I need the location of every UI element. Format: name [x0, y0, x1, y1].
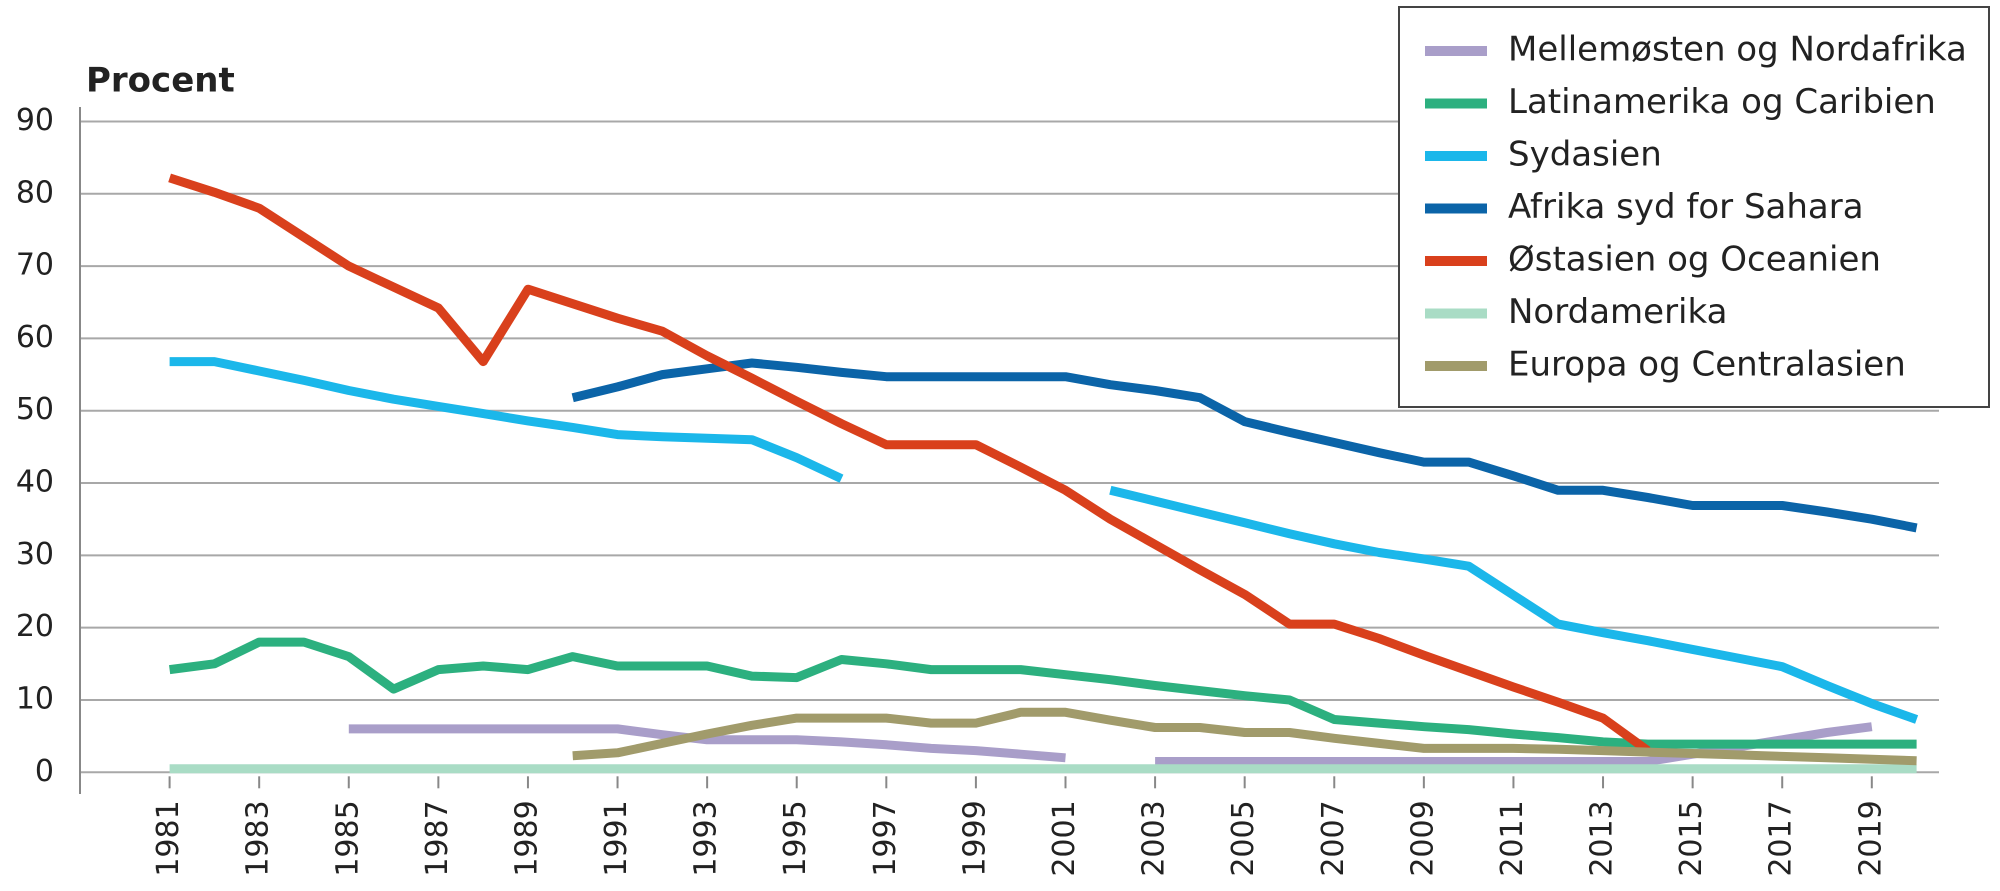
legend-label: Europa og Centralasien [1508, 345, 1906, 385]
x-tick-label: 1997 [868, 800, 903, 876]
y-tick-label: 40 [16, 465, 54, 500]
x-tick-label: 2013 [1585, 800, 1620, 876]
y-tick-label: 30 [16, 537, 54, 572]
x-tick-label: 2009 [1405, 800, 1440, 876]
x-tick-label: 2003 [1137, 800, 1172, 876]
legend-label: Latinamerika og Caribien [1508, 82, 1936, 122]
legend-label: Østasien og Oceanien [1508, 240, 1881, 280]
y-tick-label: 50 [16, 392, 54, 427]
series-line [572, 707, 1917, 766]
x-tick-label: 1999 [957, 800, 992, 876]
y-axis-label: Procent [86, 61, 235, 101]
x-tick-label: 2017 [1764, 800, 1799, 876]
x-tick-label: 1989 [509, 800, 544, 876]
x-tick-label: 2007 [1316, 800, 1351, 876]
legend-label: Nordamerika [1508, 292, 1727, 332]
x-tick-label: 1991 [599, 800, 634, 876]
legend-label: Sydasien [1508, 135, 1662, 175]
x-tick-label: 1985 [330, 800, 365, 876]
y-tick-label: 70 [16, 248, 54, 283]
series-line [169, 637, 1917, 749]
y-tick-label: 10 [16, 681, 54, 716]
x-tick-label: 2011 [1495, 800, 1530, 876]
x-tick-label: 1987 [420, 800, 455, 876]
legend-label: Mellemøsten og Nordafrika [1508, 30, 1967, 70]
series-line [571, 358, 1918, 533]
y-tick-label: 20 [16, 609, 54, 644]
legend: Mellemøsten og Nordafrika Latinamerika og… [1398, 6, 1990, 408]
series-line [168, 173, 1651, 755]
x-tick-label: 1983 [241, 800, 276, 876]
x-tick-label: 2001 [1047, 800, 1082, 876]
x-tick-label: 1995 [778, 800, 813, 876]
x-tick-label: 2005 [1226, 800, 1261, 876]
y-tick-label: 80 [16, 175, 54, 210]
series-line [169, 357, 1919, 724]
y-tick-label: 60 [16, 320, 54, 355]
x-tick-label: 2015 [1674, 800, 1709, 876]
x-tick-label: 1981 [151, 800, 186, 876]
y-tick-label: 90 [16, 103, 54, 138]
y-tick-label: 0 [35, 754, 54, 789]
legend-label: Afrika syd for Sahara [1508, 187, 1864, 227]
legend-box [1398, 6, 1990, 408]
x-tick-label: 2019 [1853, 800, 1888, 876]
x-tick-label: 1993 [689, 800, 724, 876]
